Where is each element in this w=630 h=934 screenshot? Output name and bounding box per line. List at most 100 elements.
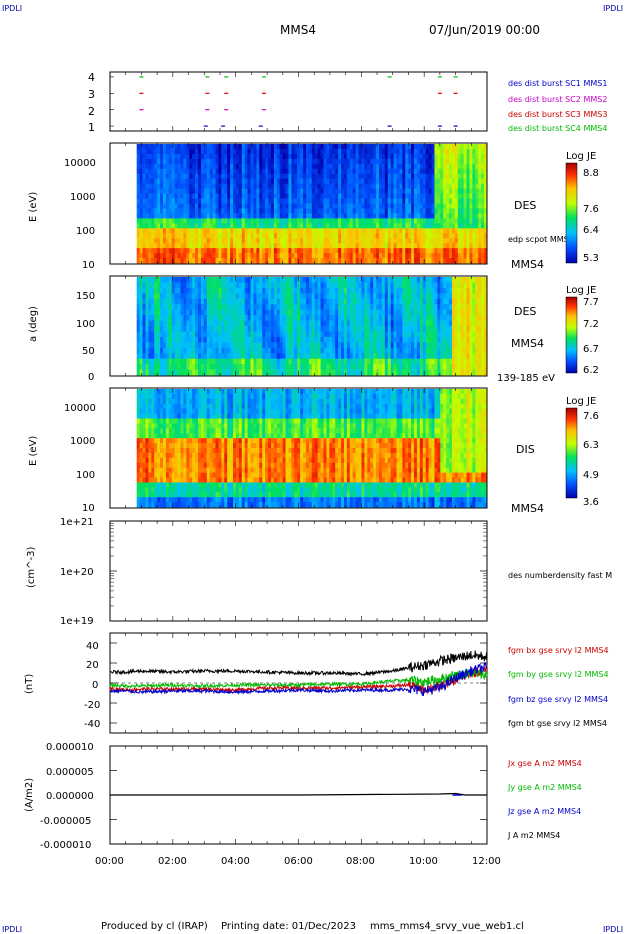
des-pitch-img-cell [203, 309, 208, 316]
des-pitch-img-cell [352, 298, 357, 305]
des-energy-img-cell [472, 258, 476, 264]
des-energy-img-cell [466, 203, 470, 209]
des-pitch-img-cell [317, 342, 322, 349]
des-energy-img-cell [323, 144, 327, 150]
des-energy-img-cell [297, 208, 301, 214]
des-pitch-img-cell [154, 298, 158, 305]
des-energy-cb-tick-2: 7.6 [583, 204, 599, 215]
des-pitch-img-cell [451, 369, 456, 376]
des-energy-img-cell [291, 218, 295, 224]
des-pitch-img-cell [323, 293, 327, 300]
des-pitch-img-cell [390, 277, 395, 283]
des-energy-img-cell [151, 158, 155, 165]
des-energy-img-cell [256, 233, 260, 239]
des-energy-img-cell [300, 188, 304, 194]
des-pitch-img-cell [136, 277, 141, 283]
des-energy-img-cell [227, 213, 231, 219]
des-pitch-img-cell [352, 342, 357, 349]
des-pitch-img-cell [440, 293, 444, 300]
des-energy-img-cell [180, 163, 184, 170]
des-pitch-img-cell [265, 304, 269, 311]
des-energy-img-cell [294, 238, 298, 244]
des-energy-img-cell [262, 238, 266, 244]
des-energy-img-cell [218, 238, 222, 244]
des-pitch-img-cell [206, 298, 211, 305]
des-energy-img-cell [212, 188, 217, 194]
des-energy-img-cell [168, 203, 173, 209]
des-energy-img-cell [449, 148, 453, 155]
des-energy-img-cell [422, 198, 427, 204]
des-energy-img-cell [414, 243, 418, 249]
des-energy-img-cell [314, 213, 319, 219]
des-energy-img-cell [478, 228, 482, 234]
des-energy-img-cell [265, 253, 269, 259]
des-pitch-img-cell [268, 364, 272, 370]
des-pitch-img-cell [460, 293, 465, 300]
des-energy-img-cell [405, 213, 409, 219]
des-pitch-img-cell [308, 353, 313, 360]
des-pitch-img-cell [317, 331, 322, 338]
des-energy-img-cell [250, 153, 254, 160]
des-pitch-img-cell [335, 282, 339, 289]
des-energy-img-cell [341, 228, 345, 234]
des-energy-img-cell [323, 173, 327, 180]
des-energy-img-cell [443, 203, 447, 209]
des-energy-img-cell [338, 228, 342, 234]
des-pitch-img-cell [419, 326, 424, 332]
des-pitch-img-cell [308, 309, 313, 316]
des-pitch-img-cell [291, 309, 295, 316]
des-energy-img-cell [273, 198, 278, 204]
des-energy-img-cell [454, 153, 459, 160]
des-energy-img-cell [268, 203, 272, 209]
des-pitch-img-cell [460, 315, 465, 321]
des-energy-img-cell [364, 188, 368, 194]
des-energy-img-cell [282, 203, 287, 209]
des-pitch-img-cell [416, 342, 421, 349]
des-pitch-img-cell [308, 287, 313, 294]
des-pitch-img-cell [192, 358, 196, 365]
des-energy-ytick-10: 10 [82, 260, 95, 271]
des-pitch-img-cell [139, 342, 144, 349]
des-energy-img-cell [282, 193, 287, 199]
des-pitch-img-cell [428, 364, 433, 370]
des-energy-img-cell [209, 153, 214, 160]
des-energy-img-cell [402, 248, 406, 254]
des-energy-img-cell [142, 193, 146, 199]
des-pitch-img-cell [405, 347, 409, 354]
des-energy-img-cell [139, 173, 144, 180]
des-pitch-img-cell [139, 315, 144, 321]
des-pitch-img-cell [285, 320, 289, 327]
des-pitch-img-cell [171, 309, 176, 316]
des-pitch-img-cell [381, 320, 386, 327]
des-pitch-img-cell [332, 287, 336, 294]
des-pitch-img-cell [142, 293, 146, 300]
des-pitch-img-cell [393, 358, 398, 365]
des-energy-img-cell [221, 218, 225, 224]
des-energy-img-cell [387, 144, 392, 150]
des-energy-img-cell [221, 223, 225, 229]
des-energy-img-cell [282, 173, 287, 180]
des-energy-img-cell [414, 198, 418, 204]
des-energy-img-cell [235, 178, 240, 185]
des-energy-img-cell [247, 144, 252, 150]
des-energy-img-cell [352, 163, 357, 170]
des-energy-img-cell [475, 163, 479, 170]
des-pitch-img-cell [288, 326, 292, 332]
des-energy-img-cell [238, 233, 243, 239]
des-energy-img-cell [235, 163, 240, 170]
des-pitch-img-cell [233, 364, 237, 370]
des-energy-img-cell [154, 163, 158, 170]
des-energy-img-cell [241, 178, 246, 185]
des-pitch-img-cell [238, 320, 243, 327]
des-pitch-img-cell [387, 309, 392, 316]
des-energy-img-cell [238, 193, 243, 199]
des-pitch-img-cell [218, 369, 222, 376]
des-energy-img-cell [402, 188, 406, 194]
des-energy-img-cell [209, 168, 214, 175]
des-pitch-img-cell [405, 331, 409, 338]
des-pitch-img-cell [355, 326, 360, 332]
des-energy-img-cell [160, 238, 164, 244]
des-energy-img-cell [346, 198, 351, 204]
des-energy-img-cell [405, 198, 409, 204]
des-energy-img-cell [376, 213, 380, 219]
